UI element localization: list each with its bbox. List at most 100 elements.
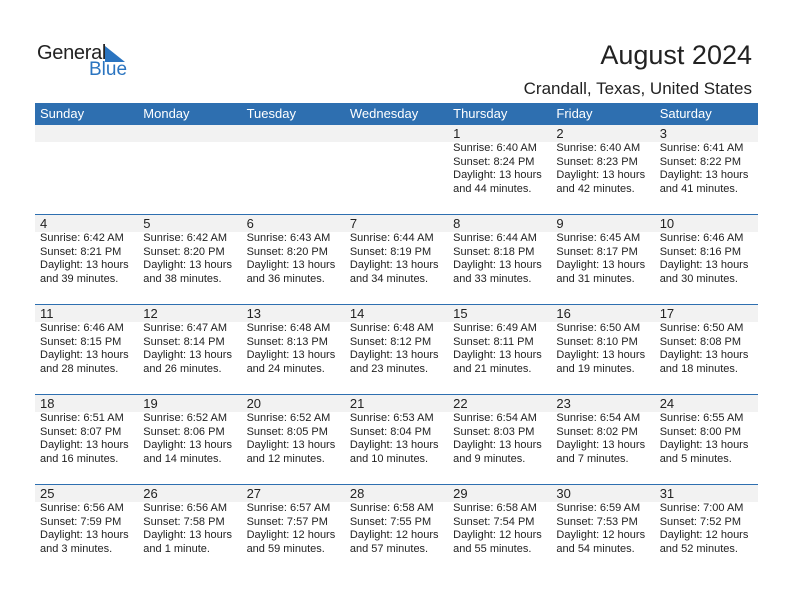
day-cell: 26 Sunrise: 6:56 AM Sunset: 7:58 PM Dayl…	[138, 485, 241, 556]
day-cell: 11 Sunrise: 6:46 AM Sunset: 8:15 PM Dayl…	[35, 305, 138, 376]
daylight-minutes: and 39 minutes.	[40, 272, 119, 285]
sunset: Sunset: 8:00 PM	[659, 425, 742, 438]
day-number: 2	[556, 126, 564, 141]
sunrise: Sunrise: 6:48 AM	[246, 322, 331, 334]
daylight: Daylight: 13 hours	[40, 439, 129, 451]
sunrise: Sunrise: 6:46 AM	[659, 232, 744, 244]
weekday-monday: Monday	[143, 106, 190, 121]
day-number: 26	[143, 486, 158, 501]
daylight-minutes: and 18 minutes.	[659, 362, 738, 375]
day-cell: 20 Sunrise: 6:52 AM Sunset: 8:05 PM Dayl…	[242, 395, 345, 466]
daylight-minutes: and 23 minutes.	[349, 362, 429, 375]
daylight: Daylight: 13 hours	[556, 259, 646, 271]
day-number: 19	[143, 396, 158, 411]
day-cell: 10 Sunrise: 6:46 AM Sunset: 8:16 PM Dayl…	[655, 215, 758, 286]
daylight-minutes: and 12 minutes.	[246, 452, 325, 465]
daylight: Daylight: 13 hours	[453, 169, 542, 181]
sunset: Sunset: 8:21 PM	[40, 245, 122, 258]
day-cell: 5 Sunrise: 6:42 AM Sunset: 8:20 PM Dayli…	[138, 215, 241, 286]
logo-general: General	[37, 42, 107, 64]
daylight-minutes: and 21 minutes.	[453, 362, 532, 375]
page-title: August 2024	[600, 40, 752, 70]
sunset: Sunset: 8:12 PM	[349, 335, 432, 348]
sunset: Sunset: 8:17 PM	[556, 245, 638, 258]
sunset: Sunset: 8:22 PM	[659, 155, 742, 168]
week-row: 18 Sunrise: 6:51 AM Sunset: 8:07 PM Dayl…	[35, 395, 758, 485]
daylight: Daylight: 12 hours	[349, 529, 439, 541]
day-cell	[35, 125, 138, 196]
daylight: Daylight: 12 hours	[453, 529, 542, 541]
sunrise: Sunrise: 6:51 AM	[40, 412, 124, 424]
daylight: Daylight: 12 hours	[659, 529, 749, 541]
daylight: Daylight: 13 hours	[453, 259, 542, 271]
daylight: Daylight: 13 hours	[349, 349, 439, 361]
sunset: Sunset: 8:05 PM	[246, 425, 328, 438]
sunrise: Sunrise: 6:40 AM	[556, 142, 641, 154]
day-cell: 16 Sunrise: 6:50 AM Sunset: 8:10 PM Dayl…	[551, 305, 654, 376]
daylight-minutes: and 5 minutes.	[659, 452, 732, 465]
day-number: 16	[556, 306, 571, 321]
day-number: 10	[659, 216, 675, 231]
daylight: Daylight: 13 hours	[246, 259, 336, 271]
sunset: Sunset: 8:13 PM	[246, 335, 328, 348]
day-number: 30	[556, 486, 571, 501]
sunrise: Sunrise: 6:50 AM	[556, 322, 641, 334]
daylight: Daylight: 13 hours	[349, 259, 439, 271]
sunset: Sunset: 8:04 PM	[349, 425, 432, 438]
sunrise: Sunrise: 6:57 AM	[246, 502, 331, 514]
weekday-thursday: Thursday	[453, 106, 508, 121]
day-cell: 14 Sunrise: 6:48 AM Sunset: 8:12 PM Dayl…	[345, 305, 448, 376]
date-strip	[35, 215, 758, 232]
daylight: Daylight: 13 hours	[659, 169, 749, 181]
day-number: 1	[453, 126, 461, 141]
sunrise: Sunrise: 7:00 AM	[659, 502, 744, 514]
day-cell: 15 Sunrise: 6:49 AM Sunset: 8:11 PM Dayl…	[448, 305, 551, 376]
day-cell: 2 Sunrise: 6:40 AM Sunset: 8:23 PM Dayli…	[551, 125, 654, 196]
sunrise: Sunrise: 6:54 AM	[453, 412, 537, 424]
daylight: Daylight: 13 hours	[556, 439, 646, 451]
daylight-minutes: and 10 minutes.	[349, 452, 429, 465]
day-cell: 22 Sunrise: 6:54 AM Sunset: 8:03 PM Dayl…	[448, 395, 551, 466]
daylight-minutes: and 57 minutes.	[349, 542, 429, 555]
day-cell: 24 Sunrise: 6:55 AM Sunset: 8:00 PM Dayl…	[655, 395, 758, 466]
daylight: Daylight: 13 hours	[143, 349, 232, 361]
sunset: Sunset: 8:20 PM	[246, 245, 328, 258]
date-strip	[35, 395, 758, 412]
day-cell	[345, 125, 448, 196]
sunset: Sunset: 7:57 PM	[246, 515, 328, 528]
daylight-minutes: and 44 minutes.	[453, 182, 532, 195]
daylight-minutes: and 7 minutes.	[556, 452, 629, 465]
day-cell: 12 Sunrise: 6:47 AM Sunset: 8:14 PM Dayl…	[138, 305, 241, 376]
week-row: 4 Sunrise: 6:42 AM Sunset: 8:21 PM Dayli…	[35, 215, 758, 305]
daylight-minutes: and 16 minutes.	[40, 452, 119, 465]
sunset: Sunset: 8:10 PM	[556, 335, 638, 348]
weekday-friday: Friday	[556, 106, 593, 121]
day-cell: 13 Sunrise: 6:48 AM Sunset: 8:13 PM Dayl…	[242, 305, 345, 376]
week-row: 25 Sunrise: 6:56 AM Sunset: 7:59 PM Dayl…	[35, 485, 758, 575]
day-number: 15	[453, 306, 468, 321]
calendar: Sunday Monday Tuesday Wednesday Thursday Frid…	[35, 103, 758, 575]
day-number: 25	[40, 486, 55, 501]
sunrise: Sunrise: 6:56 AM	[143, 502, 228, 514]
day-number: 5	[143, 216, 151, 231]
day-cell: 4 Sunrise: 6:42 AM Sunset: 8:21 PM Dayli…	[35, 215, 138, 286]
day-cell: 27 Sunrise: 6:57 AM Sunset: 7:57 PM Dayl…	[242, 485, 345, 556]
day-cell: 17 Sunrise: 6:50 AM Sunset: 8:08 PM Dayl…	[655, 305, 758, 376]
day-cell: 30 Sunrise: 6:59 AM Sunset: 7:53 PM Dayl…	[551, 485, 654, 556]
daylight: Daylight: 13 hours	[40, 349, 129, 361]
sunrise: Sunrise: 6:53 AM	[349, 412, 434, 424]
sunrise: Sunrise: 6:42 AM	[40, 232, 124, 244]
day-cell: 29 Sunrise: 6:58 AM Sunset: 7:54 PM Dayl…	[448, 485, 551, 556]
sunset: Sunset: 8:14 PM	[143, 335, 225, 348]
daylight-minutes: and 3 minutes.	[40, 542, 113, 555]
daylight: Daylight: 12 hours	[246, 529, 336, 541]
daylight-minutes: and 54 minutes.	[556, 542, 635, 555]
day-cell: 1 Sunrise: 6:40 AM Sunset: 8:24 PM Dayli…	[448, 125, 551, 196]
daylight: Daylight: 13 hours	[40, 259, 129, 271]
day-cell: 8 Sunrise: 6:44 AM Sunset: 8:18 PM Dayli…	[448, 215, 551, 286]
daylight-minutes: and 28 minutes.	[40, 362, 119, 375]
sunset: Sunset: 7:53 PM	[556, 515, 638, 528]
daylight-minutes: and 26 minutes.	[143, 362, 222, 375]
sunset: Sunset: 7:55 PM	[349, 515, 432, 528]
sunrise: Sunrise: 6:58 AM	[349, 502, 434, 514]
